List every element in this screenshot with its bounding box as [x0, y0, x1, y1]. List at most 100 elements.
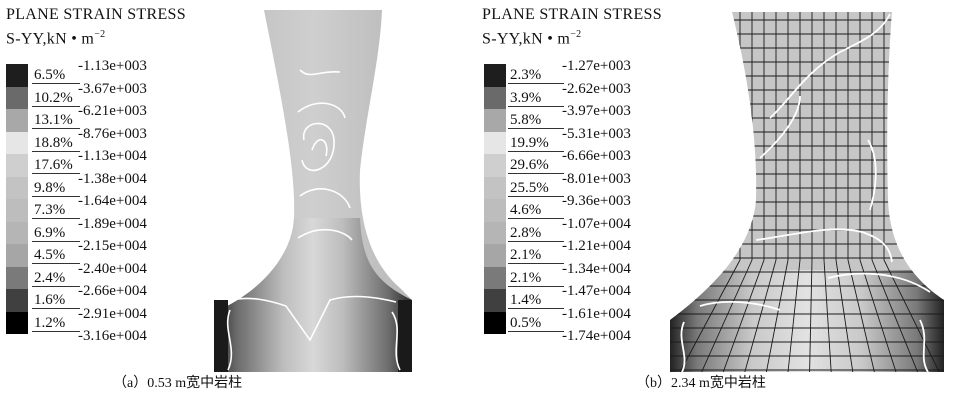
legend-tick: [508, 308, 564, 309]
legend-value: -8.76e+003: [78, 125, 147, 142]
legend-percent: 9.8%: [34, 179, 66, 196]
legend-tick: [32, 105, 80, 107]
legend-tick: [508, 218, 564, 219]
legend-swatch: [484, 289, 506, 312]
legend-tick: [508, 150, 564, 152]
legend-value: -8.01e+003: [562, 170, 631, 187]
legend-value: -1.07e+004: [562, 215, 631, 232]
legend-tick: [32, 128, 80, 129]
legend-value: -6.66e+003: [562, 148, 631, 164]
legend-value: -1.74e+004: [562, 328, 631, 344]
legend-tick: [508, 263, 564, 264]
legend-value: -2.15e+004: [78, 238, 147, 254]
mesh-line: [744, 259, 777, 372]
legend-percent: 6.5%: [34, 67, 66, 83]
legend-percent: 2.1%: [510, 247, 542, 263]
legend-percent: 13.1%: [34, 112, 73, 128]
legend-value: -1.27e+003: [562, 58, 631, 74]
legend-swatch: [484, 221, 506, 244]
legend-percent: 2.4%: [34, 269, 66, 286]
caption-a: （a）0.53 m宽中岩柱: [113, 376, 243, 391]
unit-text: S-YY,kN • m: [6, 30, 95, 48]
legend-value: -1.34e+004: [562, 260, 631, 277]
legend-tick: [508, 105, 564, 107]
legend-tick: [32, 218, 80, 219]
legend-swatch: [6, 199, 28, 222]
legend-tick: [508, 128, 564, 129]
legend-percent: 2.3%: [510, 67, 542, 83]
legend-unit: S-YY,kN • m−2: [482, 29, 581, 48]
mesh-line: [809, 259, 813, 372]
unit-text: S-YY,kN • m: [482, 30, 571, 48]
legend-swatch: [484, 154, 506, 177]
legend-swatch: [484, 266, 506, 289]
legend-percent: 4.6%: [510, 202, 542, 218]
legend-value: -1.64e+004: [78, 193, 147, 209]
legend-tick: [508, 240, 564, 242]
legend-value: -5.31e+003: [562, 125, 631, 142]
legend-swatch: [484, 109, 506, 132]
legend-tick: [508, 285, 564, 287]
mesh-line: [835, 259, 854, 372]
mesh-line: [765, 259, 789, 372]
color-legend: [6, 64, 28, 334]
legend-value: -1.47e+004: [562, 283, 631, 299]
unit-exponent: −2: [94, 29, 106, 40]
legend-value: -3.97e+003: [562, 103, 631, 119]
legend-swatch: [6, 176, 28, 199]
legend-value: -2.40e+004: [78, 260, 147, 277]
mesh-line: [823, 259, 832, 372]
legend-swatch: [484, 176, 506, 199]
legend-tick: [32, 150, 80, 152]
pillar-base: [670, 270, 944, 372]
base-edge-right: [398, 300, 412, 372]
legend-tick: [32, 263, 80, 264]
legend-swatch: [6, 311, 28, 334]
legend-value: -1.13e+003: [78, 58, 147, 74]
legend-tick: [32, 240, 80, 242]
base-edge-left: [214, 300, 228, 372]
legend-percent: 10.2%: [34, 89, 73, 106]
legend-tick: [32, 330, 80, 332]
legend-swatch: [6, 154, 28, 177]
legend-value: -1.89e+004: [78, 215, 147, 232]
legend-percent: 1.2%: [34, 314, 66, 331]
legend-tick: [508, 330, 564, 332]
legend-tick: [32, 173, 80, 174]
legend-percent: 2.1%: [510, 269, 542, 286]
mesh-line: [871, 259, 919, 372]
legend-value: -2.62e+003: [562, 80, 631, 97]
mesh-line: [701, 259, 753, 372]
legend-percent: 18.8%: [34, 134, 73, 151]
legend-swatch: [484, 244, 506, 267]
legend-tick: [32, 308, 80, 309]
legend-value: -9.36e+003: [562, 193, 631, 209]
legend-value: -1.21e+004: [562, 238, 631, 254]
pillar-base: [214, 218, 412, 372]
legend-value: -1.61e+004: [562, 305, 631, 322]
legend-swatch: [6, 131, 28, 154]
legend-swatch: [6, 244, 28, 267]
mesh-line: [847, 259, 875, 372]
mesh-line: [859, 259, 897, 372]
legend-unit: S-YY,kN • m−2: [6, 29, 105, 48]
color-legend: [484, 64, 506, 334]
legend-swatch: [6, 109, 28, 132]
legend-swatch: [6, 86, 28, 109]
mesh-line: [722, 259, 765, 372]
contour-lines: [226, 69, 401, 371]
unit-exponent: −2: [570, 29, 582, 40]
legend-percent: 6.9%: [34, 224, 66, 241]
legend-percent: 17.6%: [34, 157, 73, 173]
legend-swatch: [484, 86, 506, 109]
legend-percent: 2.8%: [510, 224, 542, 241]
legend-percent: 3.9%: [510, 89, 542, 106]
legend-percent: 7.3%: [34, 202, 66, 218]
legend-title: PLANE STRAIN STRESS: [6, 6, 186, 23]
legend-percent: 1.6%: [34, 292, 66, 308]
mesh-line: [883, 259, 940, 372]
legend-percent: 25.5%: [510, 179, 549, 196]
legend-value: -6.21e+003: [78, 103, 147, 119]
